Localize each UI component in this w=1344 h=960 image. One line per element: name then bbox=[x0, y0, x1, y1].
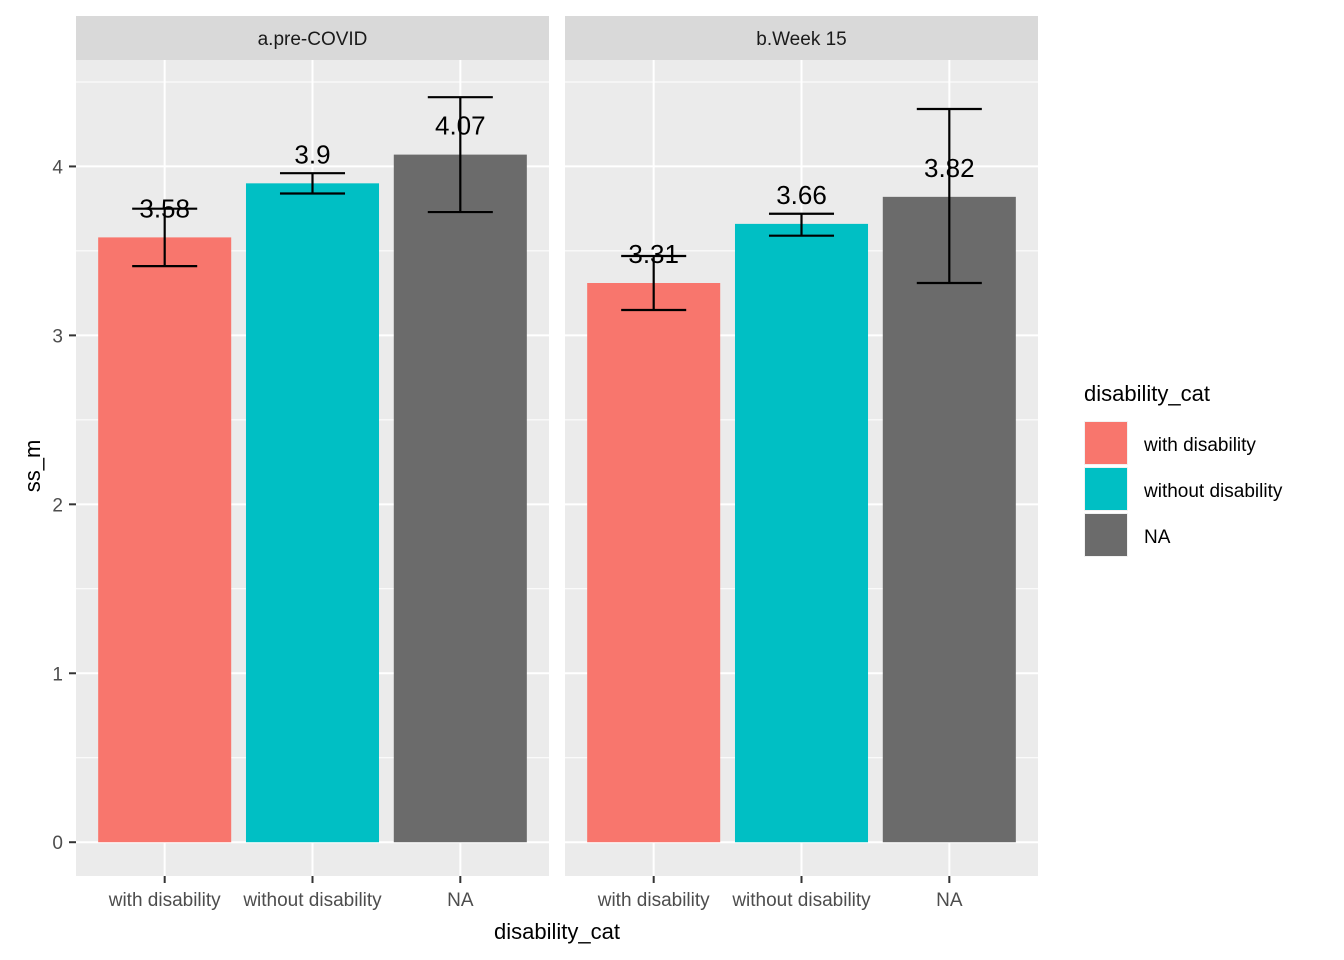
data-label: 3.9 bbox=[294, 139, 330, 169]
legend-item: without disability bbox=[1084, 467, 1283, 511]
panels-layer: 3.58 3.9 4.07 a.pre-COVID with disability wit… bbox=[52, 16, 1038, 911]
error-bar bbox=[768, 212, 835, 237]
legend-title: disability_cat bbox=[1084, 381, 1210, 406]
x-tick-label: NA bbox=[447, 890, 474, 911]
data-label: 3.82 bbox=[924, 153, 975, 183]
legend-label: with disability bbox=[1143, 435, 1256, 456]
error-bar bbox=[916, 107, 982, 285]
data-label: 3.58 bbox=[139, 193, 190, 223]
y-tick-label: 3 bbox=[52, 326, 63, 347]
legend-swatch bbox=[1085, 514, 1127, 556]
y-tick-label: 4 bbox=[52, 157, 63, 178]
y-tick-label: 1 bbox=[52, 664, 63, 685]
bar-without-disability bbox=[734, 223, 869, 843]
panel-strip bbox=[565, 16, 1038, 60]
panel-2: 3.31 3.66 3.82 b.Week 15 with disability with… bbox=[565, 16, 1038, 911]
bar-na bbox=[393, 154, 527, 843]
x-tick-label: with disability bbox=[108, 890, 221, 911]
error-bar bbox=[132, 207, 198, 268]
panel-strip bbox=[76, 16, 549, 60]
error-bar bbox=[427, 96, 493, 214]
legend-label: without disability bbox=[1143, 481, 1283, 502]
error-bar bbox=[621, 254, 687, 312]
bar-without-disability bbox=[245, 183, 380, 843]
y-axis-title: ss_m bbox=[20, 440, 45, 493]
x-tick-label: NA bbox=[936, 890, 963, 911]
legend: disability_cat with disability without di… bbox=[1084, 381, 1283, 557]
data-label: 3.66 bbox=[776, 180, 827, 210]
bar-with-disability bbox=[98, 237, 232, 843]
y-tick-label: 0 bbox=[52, 833, 63, 854]
bar-with-disability bbox=[587, 283, 721, 843]
data-label: 3.31 bbox=[628, 239, 679, 269]
panel-1: 3.58 3.9 4.07 a.pre-COVID with disability wit… bbox=[76, 16, 549, 911]
y-axis: 0 1 2 3 4 bbox=[52, 157, 76, 854]
x-axis-title: disability_cat bbox=[494, 919, 620, 944]
error-bar bbox=[279, 172, 346, 195]
x-tick-label: with disability bbox=[597, 890, 710, 911]
legend-item: with disability bbox=[1084, 421, 1256, 465]
legend-item: NA bbox=[1084, 513, 1171, 557]
panel-title: b.Week 15 bbox=[756, 29, 846, 50]
bar-na bbox=[882, 196, 1016, 843]
data-label: 4.07 bbox=[435, 111, 486, 141]
legend-swatch bbox=[1085, 468, 1127, 510]
x-tick-label: without disability bbox=[242, 890, 382, 911]
legend-items: with disability without disability NA bbox=[1084, 421, 1283, 557]
legend-label: NA bbox=[1144, 527, 1171, 548]
panel-title: a.pre-COVID bbox=[258, 29, 368, 50]
y-tick-label: 2 bbox=[52, 495, 63, 516]
legend-swatch bbox=[1085, 422, 1127, 464]
x-tick-label: without disability bbox=[731, 890, 871, 911]
